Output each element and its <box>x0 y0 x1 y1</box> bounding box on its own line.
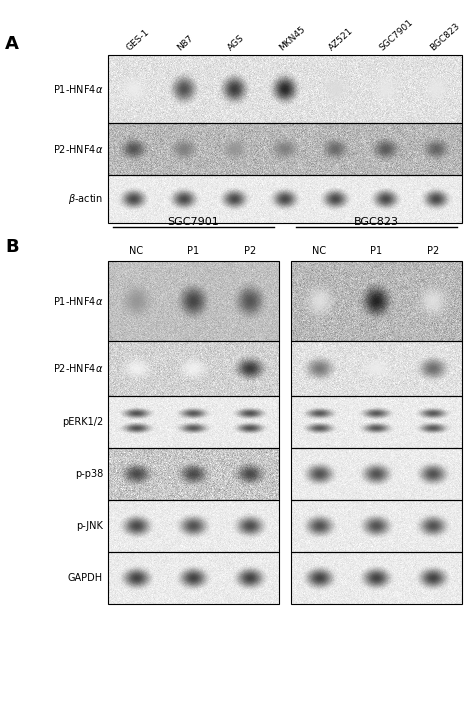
Text: pERK1/2: pERK1/2 <box>62 417 103 427</box>
Bar <box>108 448 279 500</box>
Text: P1: P1 <box>187 246 200 256</box>
Text: MKN45: MKN45 <box>277 24 307 52</box>
Bar <box>291 448 462 500</box>
Text: NC: NC <box>129 246 144 256</box>
Text: B: B <box>5 238 18 256</box>
Text: P2-HNF4$\alpha$: P2-HNF4$\alpha$ <box>53 143 103 155</box>
Bar <box>108 175 462 223</box>
Bar <box>108 123 462 175</box>
Bar <box>108 55 462 123</box>
Bar <box>291 341 462 396</box>
Bar <box>291 500 462 552</box>
Text: P1: P1 <box>371 246 383 256</box>
Text: NC: NC <box>312 246 327 256</box>
Text: p-JNK: p-JNK <box>76 521 103 531</box>
Text: BGC823: BGC823 <box>428 21 462 52</box>
Bar <box>291 552 462 604</box>
Bar <box>108 500 279 552</box>
Text: P2: P2 <box>245 246 256 256</box>
Text: SGC7901: SGC7901 <box>378 17 415 52</box>
Text: P2: P2 <box>428 246 439 256</box>
Bar <box>291 396 462 448</box>
Text: GAPDH: GAPDH <box>68 573 103 583</box>
Bar <box>108 552 279 604</box>
Bar <box>291 261 462 341</box>
Bar <box>108 341 279 396</box>
Text: A: A <box>5 35 19 53</box>
Bar <box>108 396 279 448</box>
Text: GES-1: GES-1 <box>125 27 152 52</box>
Text: N87: N87 <box>176 33 195 52</box>
Text: P1-HNF4$\alpha$: P1-HNF4$\alpha$ <box>53 295 103 307</box>
Text: SGC7901: SGC7901 <box>168 217 219 227</box>
Text: $\beta$-actin: $\beta$-actin <box>68 192 103 206</box>
Text: P1-HNF4$\alpha$: P1-HNF4$\alpha$ <box>53 83 103 95</box>
Text: p-p38: p-p38 <box>75 469 103 479</box>
Text: BGC823: BGC823 <box>354 217 399 227</box>
Text: AZ521: AZ521 <box>328 25 356 52</box>
Text: AGS: AGS <box>227 33 246 52</box>
Text: P2-HNF4$\alpha$: P2-HNF4$\alpha$ <box>53 363 103 375</box>
Bar <box>108 261 279 341</box>
